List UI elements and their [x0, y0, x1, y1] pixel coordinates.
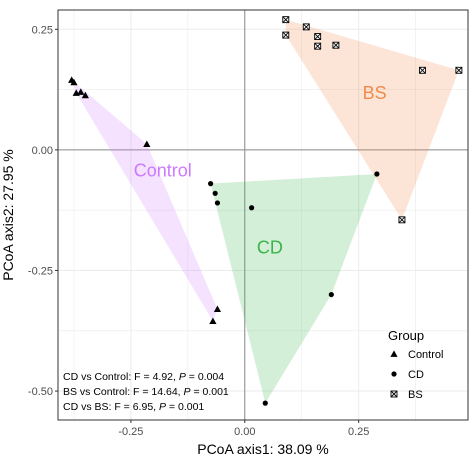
panel-frame	[57, 9, 469, 421]
hull-label-bs: BS	[363, 83, 387, 103]
point-cd	[374, 171, 380, 177]
hull-bs	[285, 19, 459, 220]
legend: Group Control CD BS	[388, 328, 443, 401]
y-tick-label: 0.25	[32, 24, 53, 36]
hull-control	[71, 79, 218, 322]
point-control	[143, 140, 151, 147]
point-control	[77, 88, 85, 95]
y-axis-ticks: 0.25 0.00 -0.25 -0.50	[28, 24, 58, 398]
y-axis-title: PCoA axis2: 27.95 %	[0, 149, 16, 281]
axis-titles: PCoA axis1: 38.09 % PCoA axis2: 27.95 %	[0, 149, 329, 457]
x-axis-ticks: -0.25 0.00 0.25	[118, 420, 369, 438]
point-cd	[208, 181, 214, 187]
point-cd	[249, 205, 255, 211]
x-tick-label: 0.25	[348, 426, 369, 438]
y-tick-label: -0.25	[28, 265, 53, 277]
legend-label-bs: BS	[408, 389, 423, 401]
point-bs	[282, 16, 290, 24]
point-bs	[455, 66, 463, 74]
point-bs	[332, 41, 340, 49]
point-bs	[314, 33, 322, 40]
legend-label-cd: CD	[408, 369, 424, 381]
hull-label-control: Control	[134, 160, 192, 180]
legend-key-control	[390, 350, 398, 357]
point-control	[70, 78, 78, 86]
y-tick-label: -0.50	[28, 386, 53, 398]
point-bs	[314, 42, 322, 50]
statistics-annotation: CD vs Control: F = 4.92, P = 0.004 BS vs …	[63, 371, 229, 413]
hull-cd	[210, 174, 377, 404]
point-bs	[282, 31, 290, 39]
data-points	[68, 16, 463, 406]
grid-lines	[58, 10, 468, 420]
legend-key-bs	[390, 390, 398, 398]
point-control	[81, 91, 89, 99]
panel-border	[57, 9, 469, 421]
reference-lines	[58, 10, 468, 420]
stats-line: BS vs Control: F = 14.64, P = 0.001	[63, 386, 229, 398]
stats-line: CD vs BS: F = 6.95, P = 0.001	[63, 401, 204, 413]
point-cd	[214, 200, 221, 206]
point-control	[209, 317, 217, 324]
point-cd	[328, 291, 334, 298]
x-tick-label: 0.00	[234, 426, 255, 438]
point-bs	[398, 216, 406, 224]
point-cd	[262, 400, 268, 406]
panel-background	[58, 10, 468, 420]
legend-title: Group	[388, 328, 424, 343]
y-tick-label: 0.00	[32, 145, 53, 157]
point-bs	[418, 66, 426, 74]
stats-line: CD vs Control: F = 4.92, P = 0.004	[63, 371, 224, 383]
hull-label-cd: CD	[257, 238, 283, 258]
plot-panel	[58, 10, 468, 420]
group-hulls	[71, 19, 459, 404]
x-axis-title: PCoA axis1: 38.09 %	[197, 441, 329, 457]
point-control	[213, 305, 222, 312]
point-bs	[302, 23, 310, 31]
hull-labels: Control CD BS	[134, 83, 387, 257]
legend-key-cd	[391, 371, 397, 377]
x-tick-label: -0.25	[118, 426, 143, 438]
point-cd	[212, 190, 218, 196]
legend-label-control: Control	[408, 349, 443, 361]
